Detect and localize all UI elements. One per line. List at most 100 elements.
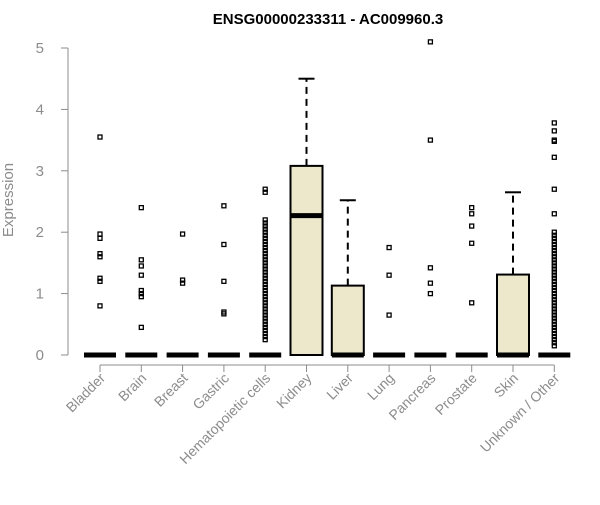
outlier-point: [138, 257, 144, 263]
y-tick-label: 2: [36, 224, 44, 241]
y-tick-label: 0: [36, 347, 44, 364]
box-iqr: [496, 273, 530, 357]
box-group: [496, 191, 530, 358]
outlier-point: [551, 321, 557, 327]
outlier-point: [179, 277, 186, 283]
outlier-point: [469, 204, 475, 211]
outlier-point: [262, 254, 268, 260]
outlier-point: [386, 312, 392, 318]
outlier-point: [262, 229, 268, 235]
box-group: [330, 199, 365, 358]
outlier-point: [551, 251, 557, 257]
outlier-point: [138, 324, 144, 331]
outlier-point: [262, 272, 268, 278]
outlier-point: [262, 315, 268, 321]
outlier-point: [551, 229, 557, 235]
outlier-point: [262, 287, 268, 294]
outlier-point: [551, 244, 557, 251]
outlier-point: [551, 297, 557, 303]
outlier-point: [262, 226, 268, 232]
outlier-point: [262, 294, 268, 300]
outlier-point: [469, 211, 475, 217]
y-axis: 0 1 2 3 4 5: [36, 40, 69, 364]
outlier-point: [551, 278, 557, 284]
outlier-point: [262, 318, 268, 324]
outlier-point: [551, 303, 557, 309]
box-series: [84, 39, 571, 358]
outlier-point: [262, 244, 268, 251]
box-group: [414, 39, 447, 358]
x-tick-label: Liver: [323, 370, 356, 403]
outlier-point: [262, 189, 268, 195]
outlier-point: [551, 232, 557, 238]
outlier-point: [262, 238, 268, 245]
outlier-point: [262, 266, 268, 272]
x-tick-label: Brain: [115, 370, 149, 404]
y-tick-label: 1: [36, 286, 44, 303]
outlier-point: [97, 278, 103, 284]
outlier-point: [427, 39, 434, 45]
box-group: [84, 134, 116, 358]
outlier-point: [551, 186, 557, 192]
x-tick-label: Lung: [364, 370, 397, 403]
outlier-point: [551, 312, 557, 318]
box-group: [289, 77, 324, 356]
outlier-point: [262, 306, 268, 312]
outlier-point: [262, 241, 268, 248]
box-iqr: [330, 284, 365, 357]
outlier-point: [97, 303, 103, 309]
outlier-point: [551, 211, 557, 217]
outlier-point: [551, 315, 557, 321]
box-group: [166, 231, 199, 358]
outlier-point: [551, 330, 557, 337]
outlier-point: [551, 300, 557, 306]
y-tick-label: 3: [36, 163, 44, 180]
outlier-point: [262, 257, 268, 263]
outlier-point: [262, 269, 268, 275]
outlier-point: [138, 272, 144, 278]
outlier-point: [551, 294, 557, 300]
outlier-point: [97, 231, 103, 237]
outlier-point: [179, 280, 186, 286]
outlier-point: [262, 220, 268, 226]
outlier-point: [469, 300, 475, 306]
outlier-point: [551, 257, 557, 263]
outlier-point: [138, 290, 144, 297]
outlier-point: [221, 241, 227, 248]
outlier-point: [551, 284, 557, 291]
outlier-point: [97, 275, 103, 281]
outlier-point: [262, 284, 268, 291]
outlier-point: [138, 263, 144, 269]
outlier-point: [262, 309, 268, 315]
y-tick-label: 4: [36, 101, 44, 118]
outlier-point: [262, 247, 268, 254]
outlier-point: [262, 235, 268, 241]
box-group: [538, 120, 571, 358]
outlier-point: [551, 343, 557, 349]
outlier-point: [427, 290, 434, 297]
outlier-point: [221, 203, 227, 209]
outlier-point: [221, 278, 227, 284]
outlier-point: [262, 186, 268, 192]
outlier-point: [551, 266, 557, 272]
outlier-point: [551, 238, 557, 245]
outlier-point: [262, 336, 268, 343]
outlier-point: [97, 235, 103, 241]
outlier-point: [551, 275, 557, 281]
outlier-point: [551, 318, 557, 324]
outlier-point: [551, 263, 557, 269]
outlier-point: [262, 324, 268, 331]
outlier-point: [262, 327, 268, 334]
outlier-point: [551, 260, 557, 266]
outlier-point: [262, 312, 268, 318]
outlier-point: [262, 297, 268, 303]
x-tick-label: Bladder: [63, 370, 109, 416]
outlier-point: [551, 281, 557, 288]
outlier-point: [262, 260, 268, 266]
outlier-point: [386, 272, 392, 278]
outlier-point: [551, 120, 557, 126]
outlier-point: [262, 251, 268, 257]
outlier-point: [262, 321, 268, 327]
outlier-point: [262, 223, 268, 229]
